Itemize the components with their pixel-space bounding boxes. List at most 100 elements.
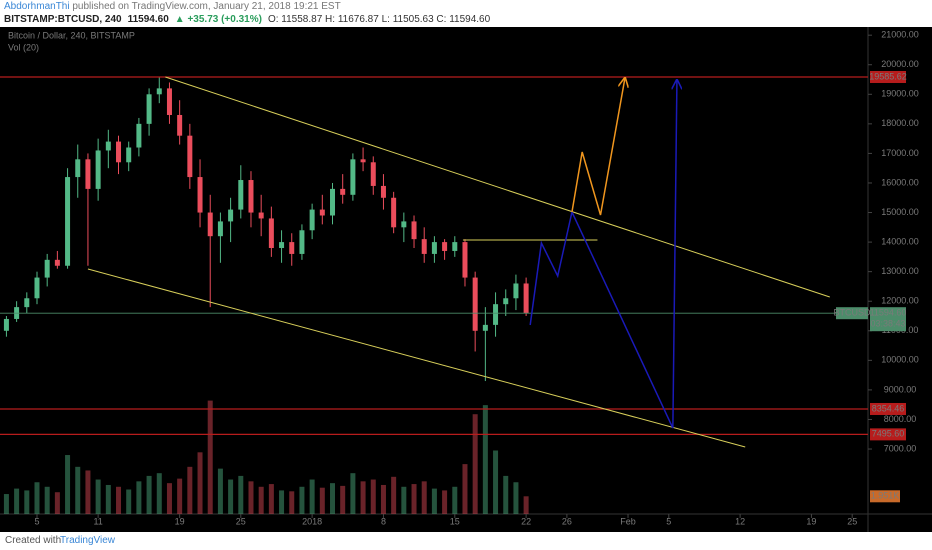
x-tick-label: 8 <box>381 516 386 526</box>
candle-body <box>513 283 519 299</box>
y-tick-label: 7000.00 <box>884 443 917 453</box>
volume-value-label: 1.951K <box>871 491 900 501</box>
candle-body <box>75 159 81 178</box>
candle-body <box>44 259 50 278</box>
volume-bar <box>166 483 172 514</box>
candle-body <box>105 141 111 151</box>
candle-body <box>309 209 315 231</box>
candle-body <box>411 221 417 240</box>
footer: Created with TradingView <box>0 532 932 550</box>
y-tick-label: 14000.00 <box>881 236 919 246</box>
candle-body <box>360 159 366 163</box>
price: 11594.60 <box>127 14 169 25</box>
candle-body <box>370 162 376 186</box>
candle-body <box>493 304 499 325</box>
volume-bar <box>401 486 407 514</box>
price-label-box <box>870 402 906 415</box>
volume-bar <box>421 481 427 514</box>
candle-body <box>340 188 346 195</box>
candle-body <box>380 185 386 198</box>
volume-bar <box>482 405 488 514</box>
price-label: 19585.62 <box>869 71 907 81</box>
volume-bar <box>493 450 499 514</box>
candle-body <box>197 177 203 213</box>
y-tick-label: 16000.00 <box>881 177 919 187</box>
x-tick-label: 25 <box>236 516 246 526</box>
author[interactable]: AbdorhmanThi <box>4 1 70 12</box>
candle-body <box>217 221 223 237</box>
candle-body <box>350 159 356 195</box>
volume-bar <box>146 475 152 514</box>
volume-bar <box>472 414 478 514</box>
volume-bar <box>279 490 285 514</box>
y-tick-label: 15000.00 <box>881 207 919 217</box>
brand[interactable]: TradingView <box>60 535 116 546</box>
background <box>0 27 932 532</box>
x-tick-label: Feb <box>620 516 636 526</box>
volume-bar <box>14 488 20 514</box>
y-tick-label: 13000.00 <box>881 266 919 276</box>
candle-body <box>3 318 9 331</box>
last-name: BTCUSD <box>833 308 871 318</box>
volume-bar <box>105 484 111 514</box>
volume-bar <box>299 486 305 514</box>
price-label: 7495.60 <box>872 429 905 439</box>
volume-bar <box>34 482 40 514</box>
candle-body <box>452 242 458 251</box>
x-tick-label: 26 <box>562 516 572 526</box>
candle-body <box>166 88 172 115</box>
price-label-box <box>870 428 906 441</box>
volume-bar <box>177 478 183 514</box>
candle-body <box>54 259 60 266</box>
candle-body <box>523 283 529 314</box>
volume-bar <box>289 491 295 514</box>
volume-bar <box>503 475 509 514</box>
volume-bar <box>197 452 203 514</box>
published: published on TradingView.com, January 21… <box>72 1 341 12</box>
volume-bar <box>268 484 274 514</box>
created-with: Created with <box>5 535 62 546</box>
volume-bar <box>44 486 50 514</box>
drawing <box>165 76 830 298</box>
candle-body <box>462 242 468 278</box>
candle-body <box>116 141 122 163</box>
volume-bar <box>391 476 397 514</box>
drawing <box>571 78 625 216</box>
volume-bar <box>217 468 223 514</box>
volume-bar <box>248 481 254 514</box>
x-tick-label: 15 <box>450 516 460 526</box>
volume-label-box <box>870 490 900 503</box>
volume-bar <box>126 489 132 514</box>
price-label-box <box>870 70 906 83</box>
volume-bar <box>319 487 325 514</box>
candle-body <box>319 209 325 216</box>
volume-bar <box>462 464 468 514</box>
x-tick-label: 11 <box>93 516 102 526</box>
candle-body <box>34 277 40 299</box>
symbol-line: BITSTAMP:BTCUSD, 240 11594.60 ▲ +35.73 (+0… <box>4 14 496 25</box>
candle-body <box>156 88 162 95</box>
candle-body <box>207 212 213 237</box>
volume-bar <box>442 490 448 514</box>
last-name-box <box>836 307 868 320</box>
volume-bar <box>513 482 519 514</box>
volume-bar <box>116 486 122 514</box>
candle-body <box>228 209 234 222</box>
candle-body <box>177 114 183 136</box>
y-tick-label: 12000.00 <box>881 296 919 306</box>
candle-body <box>136 123 142 148</box>
x-tick-label: 5 <box>666 516 671 526</box>
x-tick-label: 12 <box>735 516 745 526</box>
volume-bar <box>309 479 315 514</box>
x-tick-label: 25 <box>847 516 857 526</box>
candle-body <box>268 218 274 249</box>
drawing <box>529 80 677 429</box>
candle-body <box>238 180 244 210</box>
candle-body <box>503 298 509 305</box>
candle-body <box>299 230 305 254</box>
volume-bar <box>207 400 213 514</box>
chart-title: Bitcoin / Dollar, 240, BITSTAMP <box>8 30 135 40</box>
candle-body <box>65 177 71 266</box>
candle-body <box>431 242 437 254</box>
